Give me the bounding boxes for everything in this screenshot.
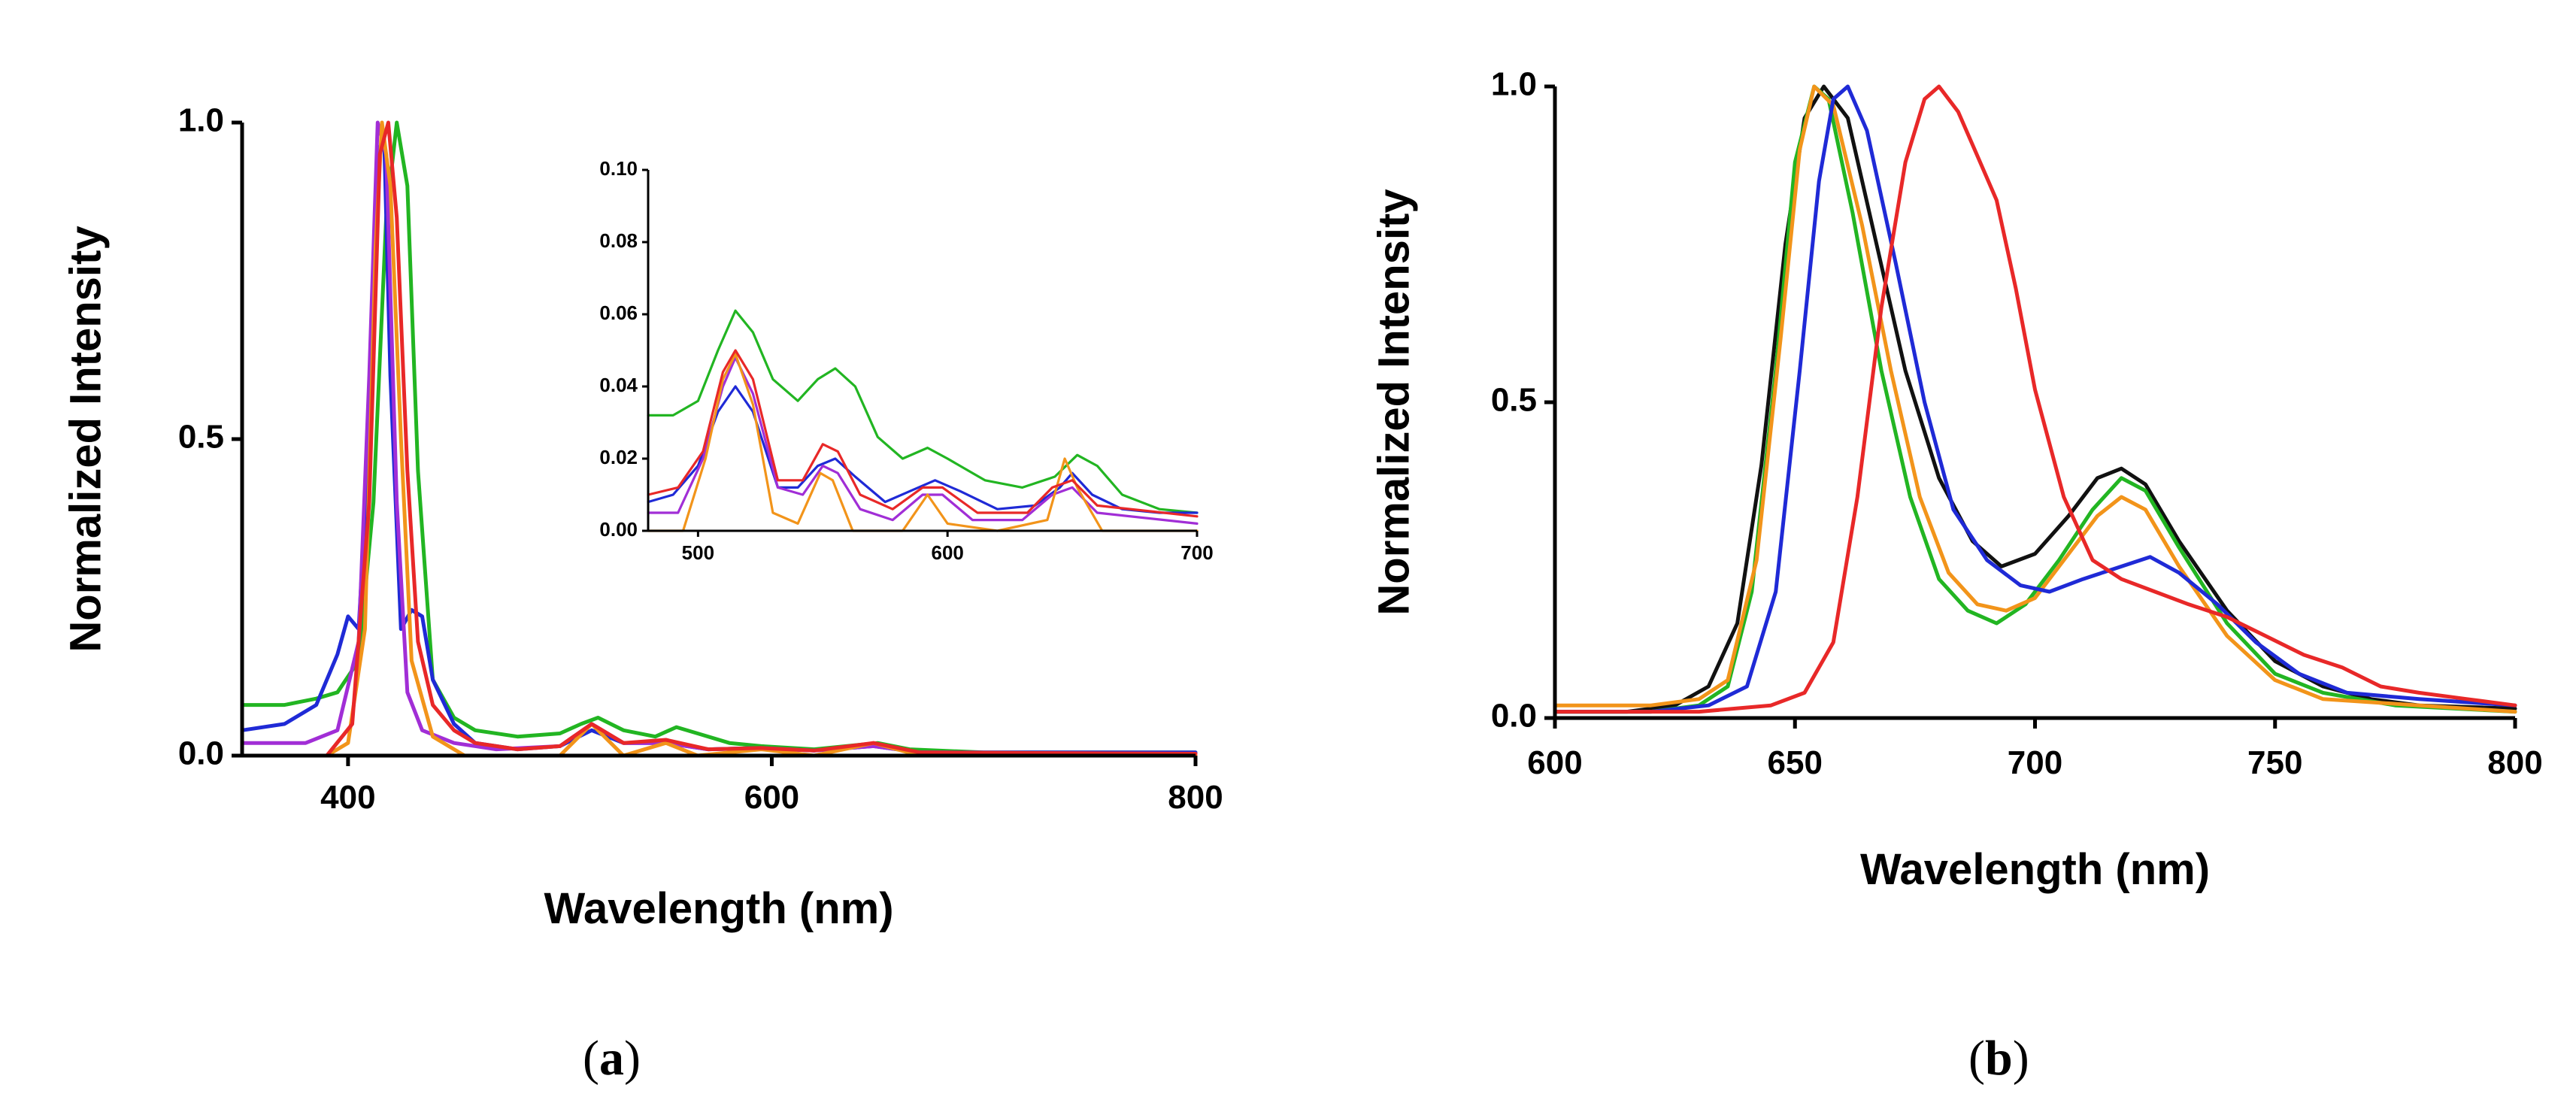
panel-a-inset-series-orange <box>647 353 1199 532</box>
panel-a-inset-ytick-label: 0.10 <box>599 157 638 180</box>
panel-a-inset-series-green <box>647 309 1199 514</box>
panel-b-y-axis-title: Normalized Intensity <box>1369 189 1418 615</box>
panel-b-paren-close: ) <box>2012 1031 2029 1086</box>
panel-a-inset-ytick-label: 0.00 <box>599 518 638 541</box>
panel-b-paren-open: ( <box>1968 1031 1985 1086</box>
panel-b-ytick-label: 0.5 <box>1491 382 1537 419</box>
panel-b-xtick-label: 800 <box>2487 744 2542 781</box>
panel-a-inset-ytick-label: 0.02 <box>599 446 638 468</box>
panel-a-inset-xtick-label: 600 <box>931 541 963 564</box>
panel-a-inset-ytick-label: 0.08 <box>599 229 638 252</box>
panel-a-letter: a <box>599 1031 624 1086</box>
panel-a-inset-xtick-label: 700 <box>1180 541 1213 564</box>
panel-b-xtick-label: 650 <box>1768 744 1823 781</box>
panel-a-series-red <box>240 120 1198 758</box>
panel-a-inset-series-blue <box>647 385 1199 514</box>
chart-panel-b: 600 650 700 750 800 0.0 0.5 1.0 Wavelength (nm) N… <box>1369 66 2542 894</box>
panel-a-inset-series-purple <box>647 356 1199 525</box>
panel-b-xtick-label: 750 <box>2247 744 2302 781</box>
panel-b-series-red <box>1553 84 2517 714</box>
inset-background <box>596 155 1212 568</box>
panel-b-xtick-label: 700 <box>2008 744 2062 781</box>
panel-a-inset-ytick-label: 0.04 <box>599 374 638 396</box>
panel-b-letter: b <box>1984 1031 2013 1086</box>
panel-a-xtick-label: 400 <box>320 779 375 816</box>
chart-panel-a: 400 600 800 0.0 0.5 1.0 Wavelength (nm) Normali… <box>61 102 1223 933</box>
panel-b-series-blue <box>1553 84 2517 714</box>
panel-a-xtick-label: 800 <box>1168 779 1223 816</box>
panel-b-series-green <box>1553 84 2517 714</box>
panel-b-ytick-label: 1.0 <box>1491 66 1537 103</box>
panel-a-ytick-label: 0.5 <box>178 419 224 456</box>
panel-label-b: (b) <box>1968 1030 2029 1087</box>
panel-a-inset-series-red <box>647 349 1199 518</box>
panel-a-inset-xtick-label: 500 <box>682 541 714 564</box>
panel-b-x-axis-title: Wavelength (nm) <box>1860 845 2210 894</box>
panel-b-series-black <box>1553 84 2517 714</box>
panel-a-ytick-label: 0.0 <box>178 735 224 772</box>
panel-a-xtick-label: 600 <box>744 779 799 816</box>
chart-panel-a-inset: 500 600 700 0.00 0.02 0.04 0.06 0.08 0.10 <box>596 155 1214 568</box>
panel-a-inset-ytick-label: 0.06 <box>599 301 638 324</box>
panel-a-y-axis-title: Normalized Intensity <box>61 226 110 652</box>
panel-a-ytick-label: 1.0 <box>178 102 224 139</box>
panel-b-series-orange <box>1553 84 2517 714</box>
panel-b-ytick-label: 0.0 <box>1491 698 1537 735</box>
panel-a-paren-open: ( <box>583 1031 599 1086</box>
panel-b-xtick-label: 600 <box>1527 744 1582 781</box>
panel-a-x-axis-title: Wavelength (nm) <box>544 884 893 933</box>
panel-label-a: (a) <box>583 1030 641 1087</box>
panel-a-paren-close: ) <box>623 1031 641 1086</box>
